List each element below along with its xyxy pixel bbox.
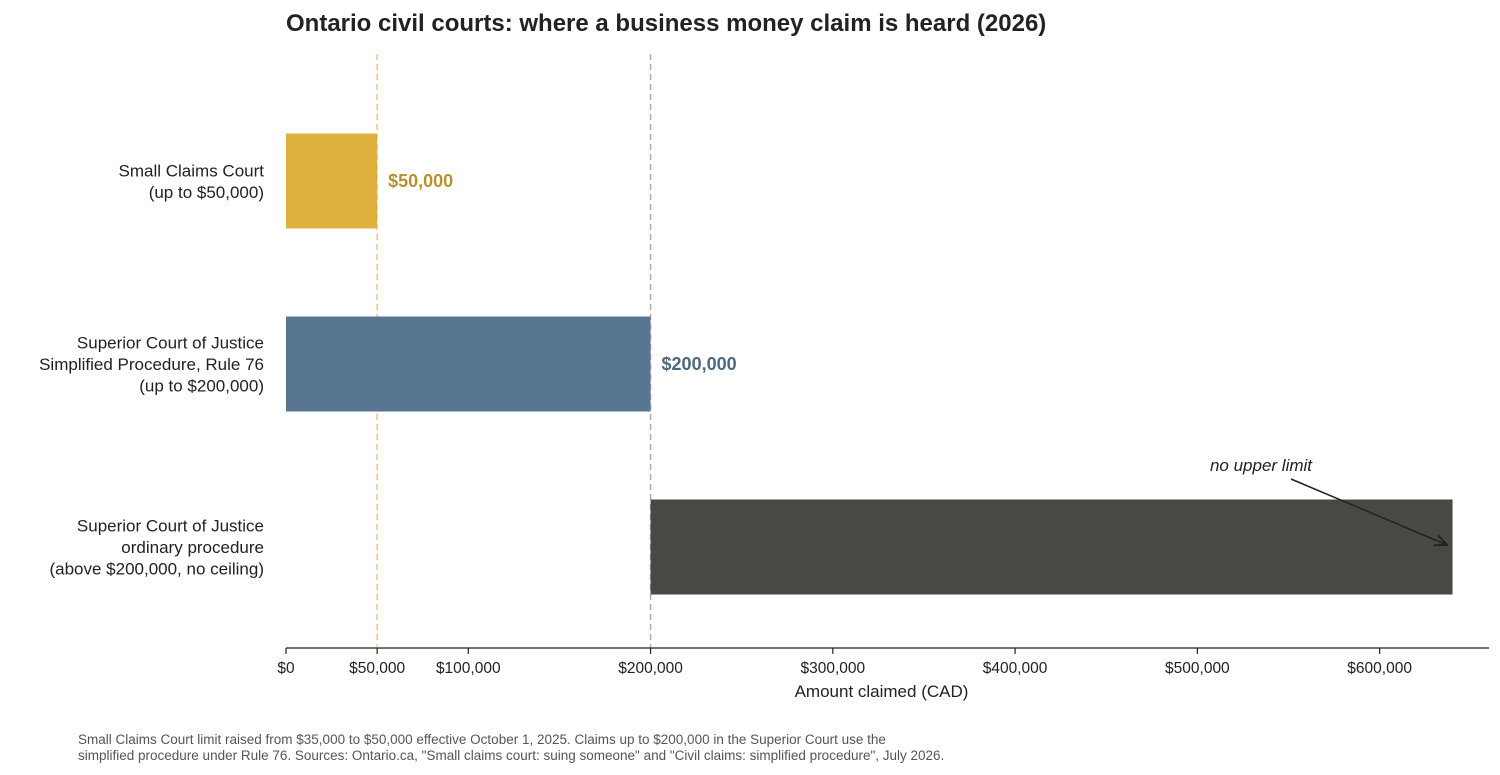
category-label-3-line-3: (above $200,000, no ceiling) bbox=[49, 560, 264, 579]
category-labels: Small Claims Court (up to $50,000) Superio… bbox=[39, 161, 264, 578]
footnote-line-1: Small Claims Court limit raised from $35… bbox=[78, 732, 886, 747]
bar-3 bbox=[650, 499, 1453, 595]
court-thresholds-chart: Ontario civil courts: where a business m… bbox=[39, 10, 1489, 701]
x-axis-title: Amount claimed (CAD) bbox=[795, 682, 969, 701]
x-tick-label-7: $500,000 bbox=[1165, 660, 1230, 677]
value-label-1: $50,000 bbox=[388, 171, 453, 191]
x-tick-label-2: $50,000 bbox=[349, 660, 405, 677]
x-tick-label-4: $200,000 bbox=[618, 660, 683, 677]
chart-title: Ontario civil courts: where a business m… bbox=[286, 10, 1046, 37]
category-label-2-line-2: Simplified Procedure, Rule 76 bbox=[39, 355, 264, 374]
category-label-3-line-1: Superior Court of Justice bbox=[77, 517, 264, 536]
footnote: Small Claims Court limit raised from $35… bbox=[78, 732, 1178, 764]
footnote-line-2: simplified procedure under Rule 76. Sour… bbox=[78, 748, 945, 763]
value-labels: $50,000 $200,000 bbox=[388, 171, 736, 374]
x-tick-label-5: $300,000 bbox=[800, 660, 865, 677]
annotations: no upper limit bbox=[1210, 456, 1447, 545]
x-tick-label-1: $0 bbox=[277, 660, 295, 677]
category-label-3-line-2: ordinary procedure bbox=[121, 538, 264, 557]
value-label-2: $200,000 bbox=[662, 354, 737, 374]
x-tick-label-3: $100,000 bbox=[436, 660, 501, 677]
x-tick-label-6: $400,000 bbox=[983, 660, 1048, 677]
x-axis-ticks: $0 $50,000 $100,000 $200,000 $300,000 $400,00… bbox=[277, 648, 1412, 677]
category-label-2-line-1: Superior Court of Justice bbox=[77, 334, 264, 353]
bars bbox=[286, 133, 1453, 595]
bar-2 bbox=[286, 316, 651, 412]
annotation-arrow-1 bbox=[1290, 478, 1447, 545]
category-label-1-line-2: (up to $50,000) bbox=[149, 183, 264, 202]
annotation-text-1: no upper limit bbox=[1210, 456, 1313, 475]
category-label-2-line-3: (up to $200,000) bbox=[139, 377, 264, 396]
bar-1 bbox=[286, 133, 378, 229]
x-tick-label-8: $600,000 bbox=[1347, 660, 1412, 677]
category-label-1-line-1: Small Claims Court bbox=[119, 161, 265, 180]
